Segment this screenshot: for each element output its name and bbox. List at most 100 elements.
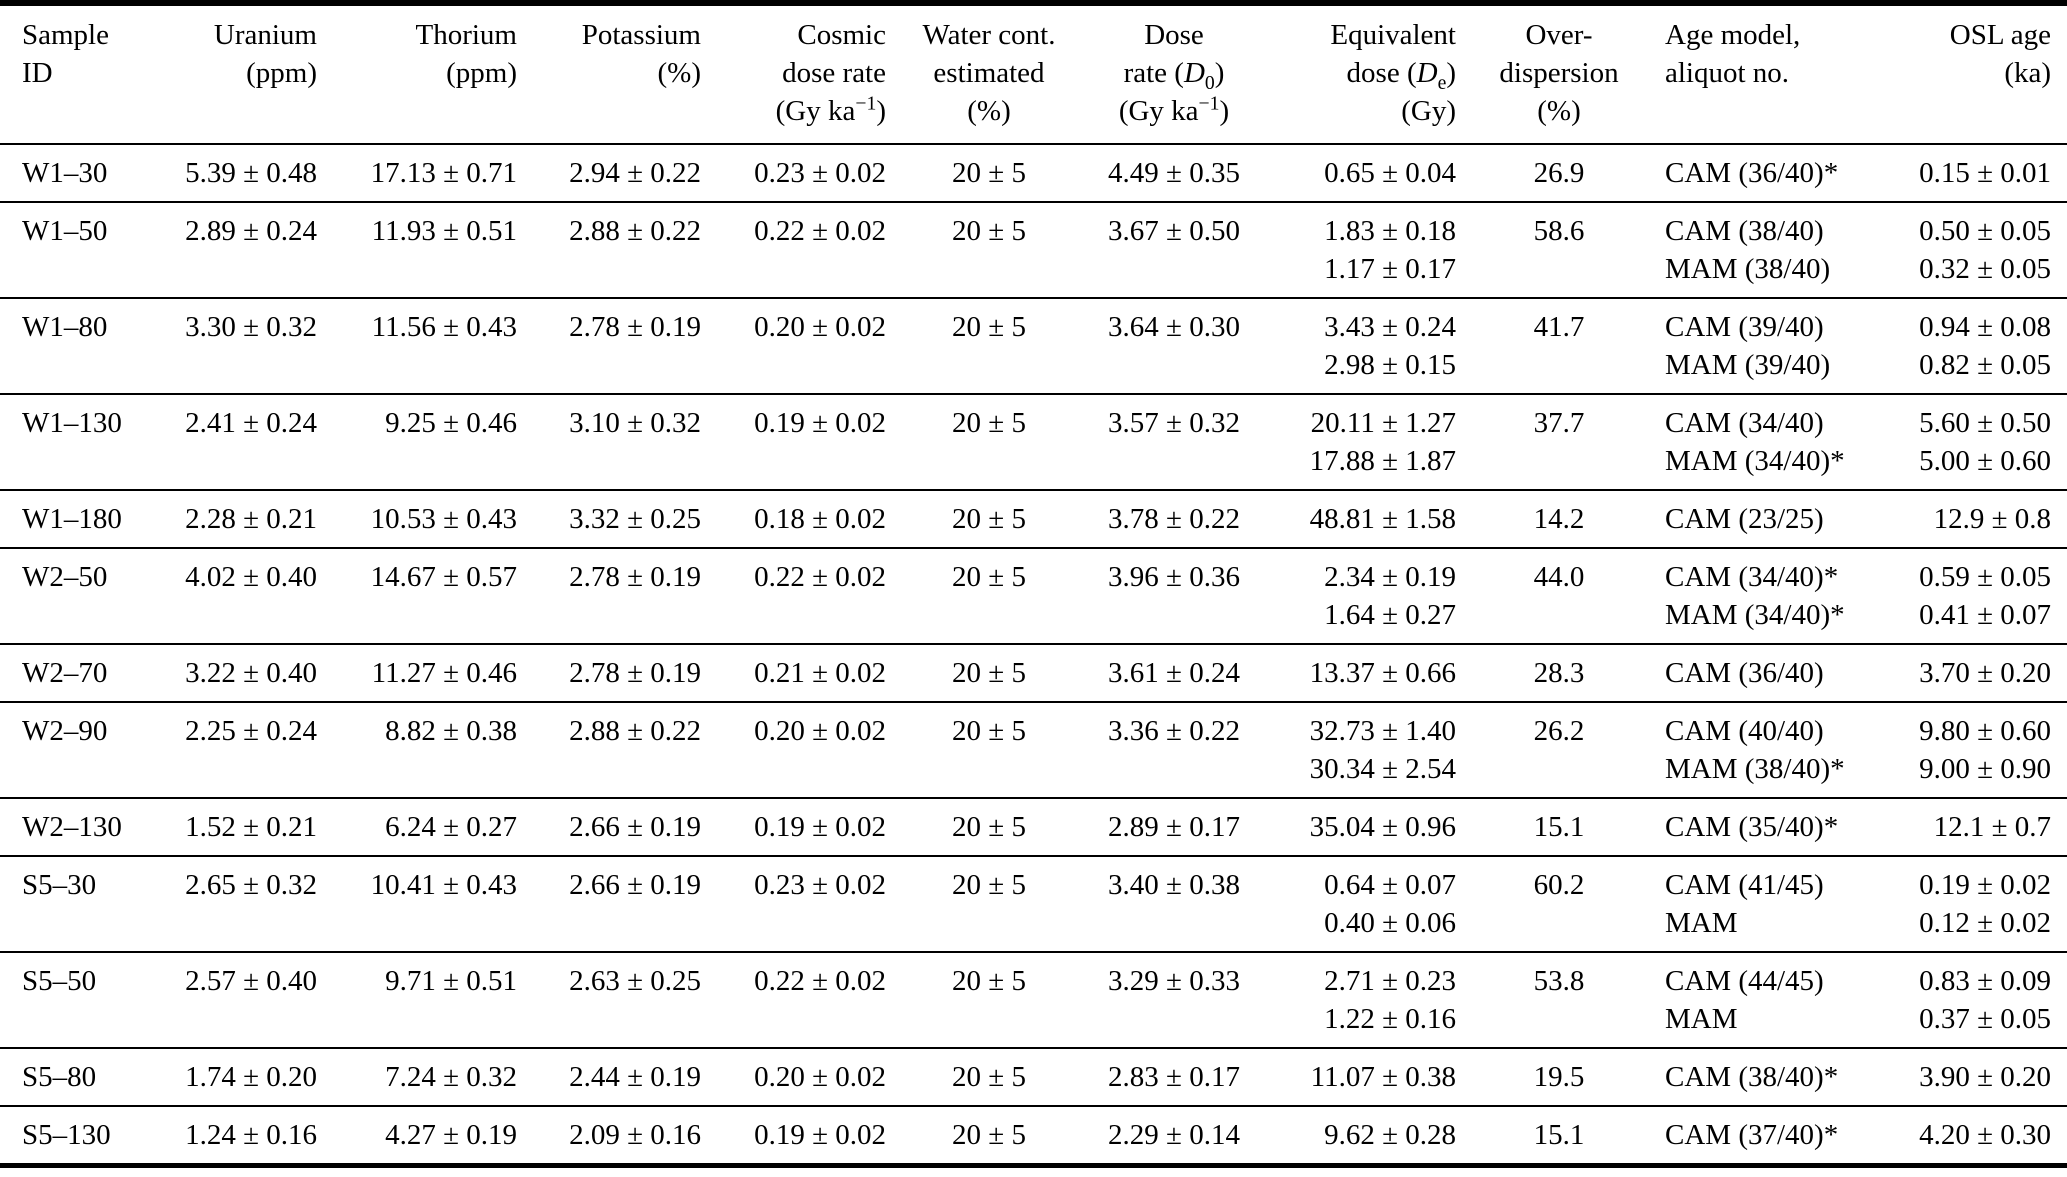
cell-line: 0.94 ± 0.08 bbox=[1919, 311, 2051, 343]
cell-line: 0.50 ± 0.05 bbox=[1919, 215, 2051, 247]
column-header-cosmic-dose-rate: Cosmic dose rate (Gy ka−1) bbox=[704, 3, 889, 144]
cell-water-content: 20 ± 5 bbox=[889, 856, 1089, 952]
cell-line: 0.22 ± 0.02 bbox=[754, 965, 886, 997]
cell-water-content: 20 ± 5 bbox=[889, 702, 1089, 798]
header-line: Age model, bbox=[1665, 19, 1801, 51]
cell-age-model: CAM (41/45) MAM bbox=[1659, 856, 1899, 952]
cell-line: 0.40 ± 0.06 bbox=[1324, 907, 1456, 939]
cell-line: 60.2 bbox=[1533, 869, 1585, 901]
cell-age-model: CAM (34/40)* MAM (34/40)* bbox=[1659, 548, 1899, 644]
cell-overdispersion: 58.6 bbox=[1459, 202, 1659, 298]
cell-line: 15.1 bbox=[1533, 811, 1585, 843]
cell-line: 0.15 ± 0.01 bbox=[1919, 157, 2051, 189]
cell-osl-age: 3.70 ± 0.20 bbox=[1899, 644, 2067, 702]
cell-line: 2.41 ± 0.24 bbox=[185, 407, 317, 439]
cell-cosmic-dose-rate: 0.23 ± 0.02 bbox=[704, 856, 889, 952]
cell-equivalent-dose: 20.11 ± 1.27 17.88 ± 1.87 bbox=[1259, 394, 1459, 490]
cell-potassium: 2.09 ± 0.16 bbox=[520, 1106, 704, 1166]
cell-line: 9.71 ± 0.51 bbox=[385, 965, 517, 997]
cell-potassium: 2.94 ± 0.22 bbox=[520, 144, 704, 202]
cell-overdispersion: 28.3 bbox=[1459, 644, 1659, 702]
cell-potassium: 2.78 ± 0.19 bbox=[520, 298, 704, 394]
header-row: Sample ID Uranium (ppm) Thorium (ppm) Potassiu… bbox=[0, 3, 2067, 144]
cell-equivalent-dose: 3.43 ± 0.24 2.98 ± 0.15 bbox=[1259, 298, 1459, 394]
cell-line: 12.9 ± 0.8 bbox=[1933, 503, 2051, 535]
cell-sample-id: W1–180 bbox=[0, 490, 165, 548]
header-line: Equivalent bbox=[1330, 19, 1456, 51]
cell-line: 20 ± 5 bbox=[952, 715, 1026, 747]
cell-line: 3.29 ± 0.33 bbox=[1108, 965, 1240, 997]
cell-line: 0.20 ± 0.02 bbox=[754, 715, 886, 747]
cell-sample-id: W1–130 bbox=[0, 394, 165, 490]
table-row: W1–80 3.30 ± 0.32 11.56 ± 0.43 2.78 ± 0.19 0… bbox=[0, 298, 2067, 394]
cell-osl-age: 4.20 ± 0.30 bbox=[1899, 1106, 2067, 1166]
cell-line: 32.73 ± 1.40 bbox=[1309, 715, 1456, 747]
cell-line: 2.89 ± 0.24 bbox=[185, 215, 317, 247]
header-line: (ppm) bbox=[246, 57, 317, 89]
cell-uranium: 1.24 ± 0.16 bbox=[165, 1106, 320, 1166]
cell-cosmic-dose-rate: 0.22 ± 0.02 bbox=[704, 952, 889, 1048]
table-row: S5–130 1.24 ± 0.16 4.27 ± 0.19 2.09 ± 0.16 0… bbox=[0, 1106, 2067, 1166]
cell-line: S5–130 bbox=[22, 1119, 111, 1151]
column-header-osl-age: OSL age (ka) bbox=[1899, 3, 2067, 144]
cell-line: 2.78 ± 0.19 bbox=[569, 311, 701, 343]
cell-line: CAM (41/45) bbox=[1665, 869, 1824, 901]
column-header-thorium: Thorium (ppm) bbox=[320, 3, 520, 144]
cell-line: CAM (44/45) bbox=[1665, 965, 1824, 997]
cell-line: 2.83 ± 0.17 bbox=[1108, 1061, 1240, 1093]
cell-line: 53.8 bbox=[1533, 965, 1585, 997]
cell-thorium: 10.41 ± 0.43 bbox=[320, 856, 520, 952]
cell-line: 2.29 ± 0.14 bbox=[1108, 1119, 1240, 1151]
header-line: dose (De) bbox=[1346, 57, 1456, 94]
table-row: S5–30 2.65 ± 0.32 10.41 ± 0.43 2.66 ± 0.19 0… bbox=[0, 856, 2067, 952]
cell-equivalent-dose: 13.37 ± 0.66 bbox=[1259, 644, 1459, 702]
cell-line: 0.19 ± 0.02 bbox=[754, 1119, 886, 1151]
header-line: estimated bbox=[933, 57, 1045, 89]
cell-line: 0.20 ± 0.02 bbox=[754, 1061, 886, 1093]
cell-line: W1–80 bbox=[22, 311, 108, 343]
cell-equivalent-dose: 1.83 ± 0.18 1.17 ± 0.17 bbox=[1259, 202, 1459, 298]
cell-line: 2.71 ± 0.23 bbox=[1324, 965, 1456, 997]
cell-potassium: 3.10 ± 0.32 bbox=[520, 394, 704, 490]
cell-line: MAM (34/40)* bbox=[1665, 599, 1845, 631]
header-line: Cosmic bbox=[797, 19, 886, 51]
header-line: aliquot no. bbox=[1665, 57, 1790, 89]
cell-sample-id: S5–80 bbox=[0, 1048, 165, 1106]
cell-line: 3.36 ± 0.22 bbox=[1108, 715, 1240, 747]
header-line: Potassium bbox=[581, 19, 701, 51]
header-line: (%) bbox=[1537, 95, 1581, 127]
cell-line: S5–50 bbox=[22, 965, 97, 997]
cell-overdispersion: 26.9 bbox=[1459, 144, 1659, 202]
cell-line: CAM (38/40)* bbox=[1665, 1061, 1839, 1093]
header-line: Thorium bbox=[415, 19, 518, 51]
cell-equivalent-dose: 0.65 ± 0.04 bbox=[1259, 144, 1459, 202]
cell-uranium: 2.25 ± 0.24 bbox=[165, 702, 320, 798]
cell-line: 3.22 ± 0.40 bbox=[185, 657, 317, 689]
cell-age-model: CAM (37/40)* bbox=[1659, 1106, 1899, 1166]
cell-equivalent-dose: 35.04 ± 0.96 bbox=[1259, 798, 1459, 856]
cell-overdispersion: 14.2 bbox=[1459, 490, 1659, 548]
cell-line: 12.1 ± 0.7 bbox=[1933, 811, 2051, 843]
cell-overdispersion: 60.2 bbox=[1459, 856, 1659, 952]
cell-line: 20 ± 5 bbox=[952, 215, 1026, 247]
table-row: W1–180 2.28 ± 0.21 10.53 ± 0.43 3.32 ± 0.25… bbox=[0, 490, 2067, 548]
cell-uranium: 2.28 ± 0.21 bbox=[165, 490, 320, 548]
cell-line: W1–50 bbox=[22, 215, 108, 247]
cell-line: 11.07 ± 0.38 bbox=[1310, 1061, 1456, 1093]
cell-cosmic-dose-rate: 0.20 ± 0.02 bbox=[704, 702, 889, 798]
cell-cosmic-dose-rate: 0.22 ± 0.02 bbox=[704, 548, 889, 644]
cell-line: 3.90 ± 0.20 bbox=[1919, 1061, 2051, 1093]
cell-cosmic-dose-rate: 0.21 ± 0.02 bbox=[704, 644, 889, 702]
cell-line: MAM (39/40) bbox=[1665, 349, 1831, 381]
cell-uranium: 4.02 ± 0.40 bbox=[165, 548, 320, 644]
cell-dose-rate: 3.57 ± 0.32 bbox=[1089, 394, 1259, 490]
cell-overdispersion: 15.1 bbox=[1459, 1106, 1659, 1166]
cell-dose-rate: 3.36 ± 0.22 bbox=[1089, 702, 1259, 798]
cell-age-model: CAM (38/40)* bbox=[1659, 1048, 1899, 1106]
cell-potassium: 2.66 ± 0.19 bbox=[520, 856, 704, 952]
cell-line: 14.67 ± 0.57 bbox=[370, 561, 517, 593]
cell-line: 48.81 ± 1.58 bbox=[1309, 503, 1456, 535]
cell-water-content: 20 ± 5 bbox=[889, 490, 1089, 548]
cell-sample-id: S5–50 bbox=[0, 952, 165, 1048]
